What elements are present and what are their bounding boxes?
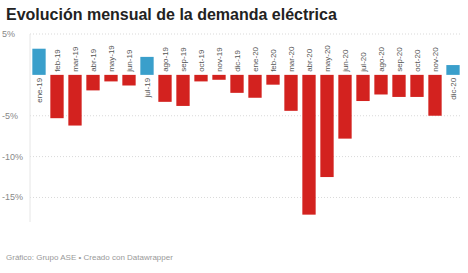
grid-line: [30, 34, 462, 35]
category-label: sep-19: [179, 47, 188, 72]
grid-line: [30, 197, 462, 198]
title: Evolución mensual de la demanda eléctric…: [6, 6, 337, 23]
category-label: dic-20: [449, 77, 458, 99]
bar: [32, 49, 45, 75]
bar: [410, 75, 423, 97]
bar: [68, 75, 81, 126]
bar: [140, 57, 153, 75]
bars: [32, 49, 459, 215]
bar: [248, 75, 261, 98]
tick-label: -15%: [2, 192, 23, 202]
category-label: may-20: [323, 45, 332, 72]
category-label: abr-20: [305, 48, 314, 72]
tick-label: -10%: [2, 152, 23, 162]
grid-line: [30, 156, 462, 157]
bar: [266, 75, 279, 85]
category-label: may-19: [107, 45, 116, 72]
category-label: jul-19: [143, 77, 152, 98]
bar: [284, 75, 297, 111]
grid-line: [30, 115, 462, 116]
bar: [356, 75, 369, 101]
tick-label: 5%: [2, 29, 15, 39]
category-label: jun-19: [125, 49, 134, 73]
bar: [176, 75, 189, 106]
category-label: oct-20: [413, 49, 422, 72]
tick-label: -5%: [2, 111, 18, 121]
category-label: mar-20: [287, 46, 296, 72]
bar: [374, 75, 387, 95]
bar: [104, 75, 117, 82]
category-label: ene-19: [35, 77, 44, 102]
axis-line: [30, 34, 31, 222]
category-label: jun-20: [341, 49, 350, 73]
category-label: mar-19: [71, 46, 80, 72]
bar: [212, 75, 225, 80]
chart: Evolución mensual de la demanda eléctric…: [0, 0, 468, 273]
category-label: nov-20: [431, 47, 440, 72]
bar: [338, 75, 351, 139]
category-label: ene-20: [251, 46, 260, 71]
bar: [302, 75, 315, 215]
bar: [194, 75, 207, 82]
bar: [428, 75, 441, 116]
category-label: ago-19: [161, 46, 170, 71]
category-label: ago-20: [377, 46, 386, 71]
bar: [122, 75, 135, 86]
category-label: dic-19: [233, 50, 242, 72]
bar: [86, 75, 99, 91]
bar: [446, 65, 459, 75]
category-label: sep-20: [395, 47, 404, 72]
source: Gráfico: Grupo ASE • Creado con Datawrap…: [6, 253, 173, 262]
bar: [392, 75, 405, 97]
category-label: feb-20: [269, 49, 278, 72]
category-label: abr-19: [89, 48, 98, 72]
category-label: jul-20: [359, 52, 368, 73]
bar: [50, 75, 63, 118]
category-label: oct-19: [197, 49, 206, 72]
category-label: feb-19: [53, 49, 62, 72]
bar: [158, 75, 171, 102]
category-label: nov-19: [215, 47, 224, 72]
bar: [230, 75, 243, 93]
bar: [320, 75, 333, 177]
